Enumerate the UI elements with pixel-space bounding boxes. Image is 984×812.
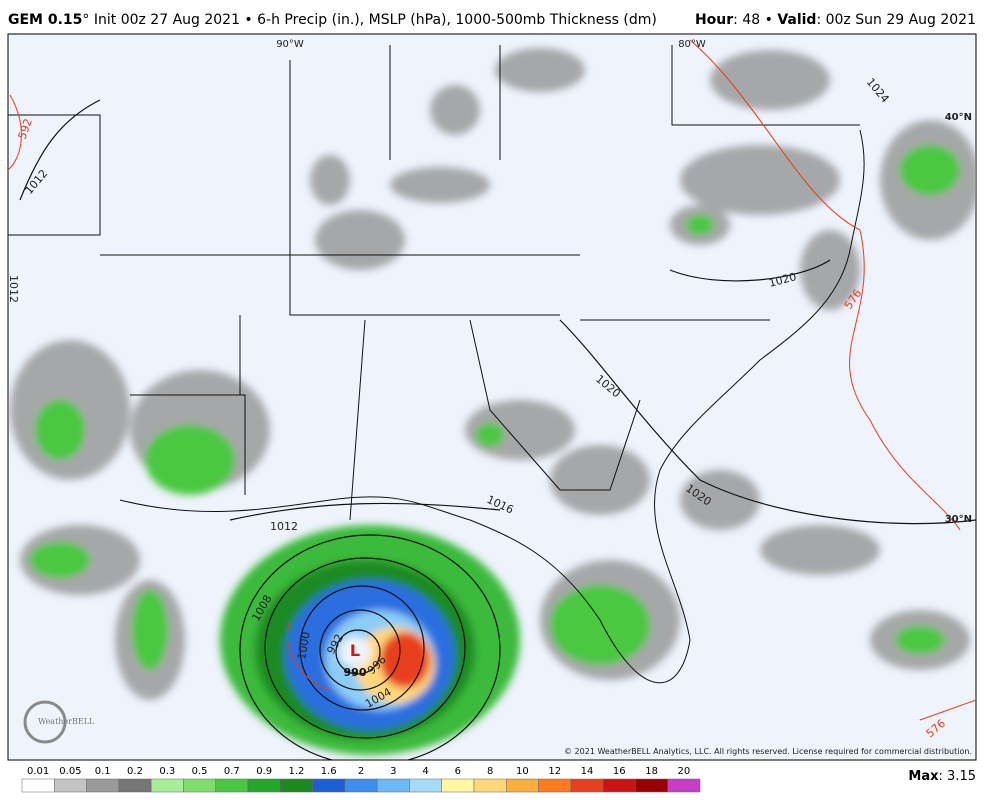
credit: © 2021 WeatherBELL Analytics, LLC. All r… <box>564 747 972 756</box>
valid-label: Valid <box>777 12 816 28</box>
colorbar-label: 20 <box>677 766 690 777</box>
thickness <box>8 39 976 721</box>
contour-label: 1012 <box>270 520 298 533</box>
color-swatch <box>635 778 668 793</box>
colorbar-label: 4 <box>422 766 428 777</box>
color-swatch <box>570 778 604 793</box>
colorbar-label: 1.6 <box>321 766 337 777</box>
degree: ° <box>82 12 89 28</box>
colorbar: 0.01 0.05 0.1 0.2 0.3 0.5 0.7 0.9 1.2 1.6 2 3 4 6 8 10 1… <box>21 766 701 793</box>
hour: : 48 • <box>733 12 777 28</box>
boundaries <box>8 45 865 684</box>
color-swatch <box>215 778 249 793</box>
colorbar-label: 6 <box>455 766 461 777</box>
contour-label: 1012 <box>7 275 20 303</box>
color-swatch <box>280 778 313 793</box>
low-symbol: L <box>350 641 360 660</box>
colorbar-label: 0.01 <box>27 766 49 777</box>
contour-label: 1000 <box>295 631 313 661</box>
colorbar-label: 8 <box>487 766 493 777</box>
color-swatch <box>538 778 572 793</box>
model: GEM 0.15 <box>8 12 82 28</box>
colorbar-label: 0.05 <box>59 766 81 777</box>
color-swatch <box>312 778 346 793</box>
hour-label: Hour <box>695 12 733 28</box>
colorbar-label: 14 <box>581 766 594 777</box>
color-swatch <box>183 778 216 793</box>
color-swatch <box>602 778 636 793</box>
colorbar-label: 0.1 <box>95 766 111 777</box>
colorbar-label: 0.9 <box>256 766 272 777</box>
color-swatch <box>441 778 475 793</box>
lon-label: 80°W <box>678 39 706 50</box>
precip <box>10 48 976 755</box>
colorbar-label: 12 <box>548 766 561 777</box>
colorbar-label: 18 <box>645 766 658 777</box>
color-swatch <box>21 778 55 793</box>
colorbar-label: 0.2 <box>127 766 143 777</box>
color-swatch <box>150 778 184 793</box>
color-swatch <box>344 778 378 793</box>
colorbar-label: 3 <box>390 766 396 777</box>
lon-label: 90°W <box>276 39 304 50</box>
header-title: GEM 0.15° Init 00z 27 Aug 2021 • 6-h Pre… <box>8 12 657 28</box>
lat-label: 30°N <box>945 514 972 525</box>
logo: WeatherBELL <box>38 717 95 726</box>
header-valid: Hour: 48 • Valid: 00z Sun 29 Aug 2021 <box>695 12 976 28</box>
max-value: : 3.15 <box>939 769 976 784</box>
color-swatch <box>247 778 281 793</box>
description: Init 00z 27 Aug 2021 • 6-h Precip (in.),… <box>89 12 656 28</box>
color-swatch <box>86 778 120 793</box>
max: Max: 3.15 <box>908 769 976 784</box>
lat-label: 40°N <box>945 112 972 123</box>
colorbar-label: 2 <box>358 766 364 777</box>
isobars <box>19 99 976 760</box>
colorbar-label: 0.3 <box>159 766 175 777</box>
color-swatch <box>667 778 701 793</box>
colorbar-label: 0.7 <box>224 766 240 777</box>
color-swatch <box>118 778 152 793</box>
color-swatch <box>376 778 410 793</box>
color-swatch <box>409 778 442 793</box>
valid: : 00z Sun 29 Aug 2021 <box>816 12 976 28</box>
colorbar-label: 0.5 <box>192 766 208 777</box>
map: 90°W 80°W 40°N 30°N 592 1012 1012 1024 1… <box>7 33 977 761</box>
low-pressure: 990 <box>344 666 367 679</box>
colorbar-label: 10 <box>516 766 529 777</box>
max-label: Max <box>908 769 939 784</box>
color-swatch <box>473 778 507 793</box>
color-swatch <box>54 778 87 793</box>
logo-mark <box>23 700 67 744</box>
colorbar-label: 1.2 <box>288 766 304 777</box>
color-swatch <box>506 778 539 793</box>
colorbar-label: 16 <box>613 766 626 777</box>
